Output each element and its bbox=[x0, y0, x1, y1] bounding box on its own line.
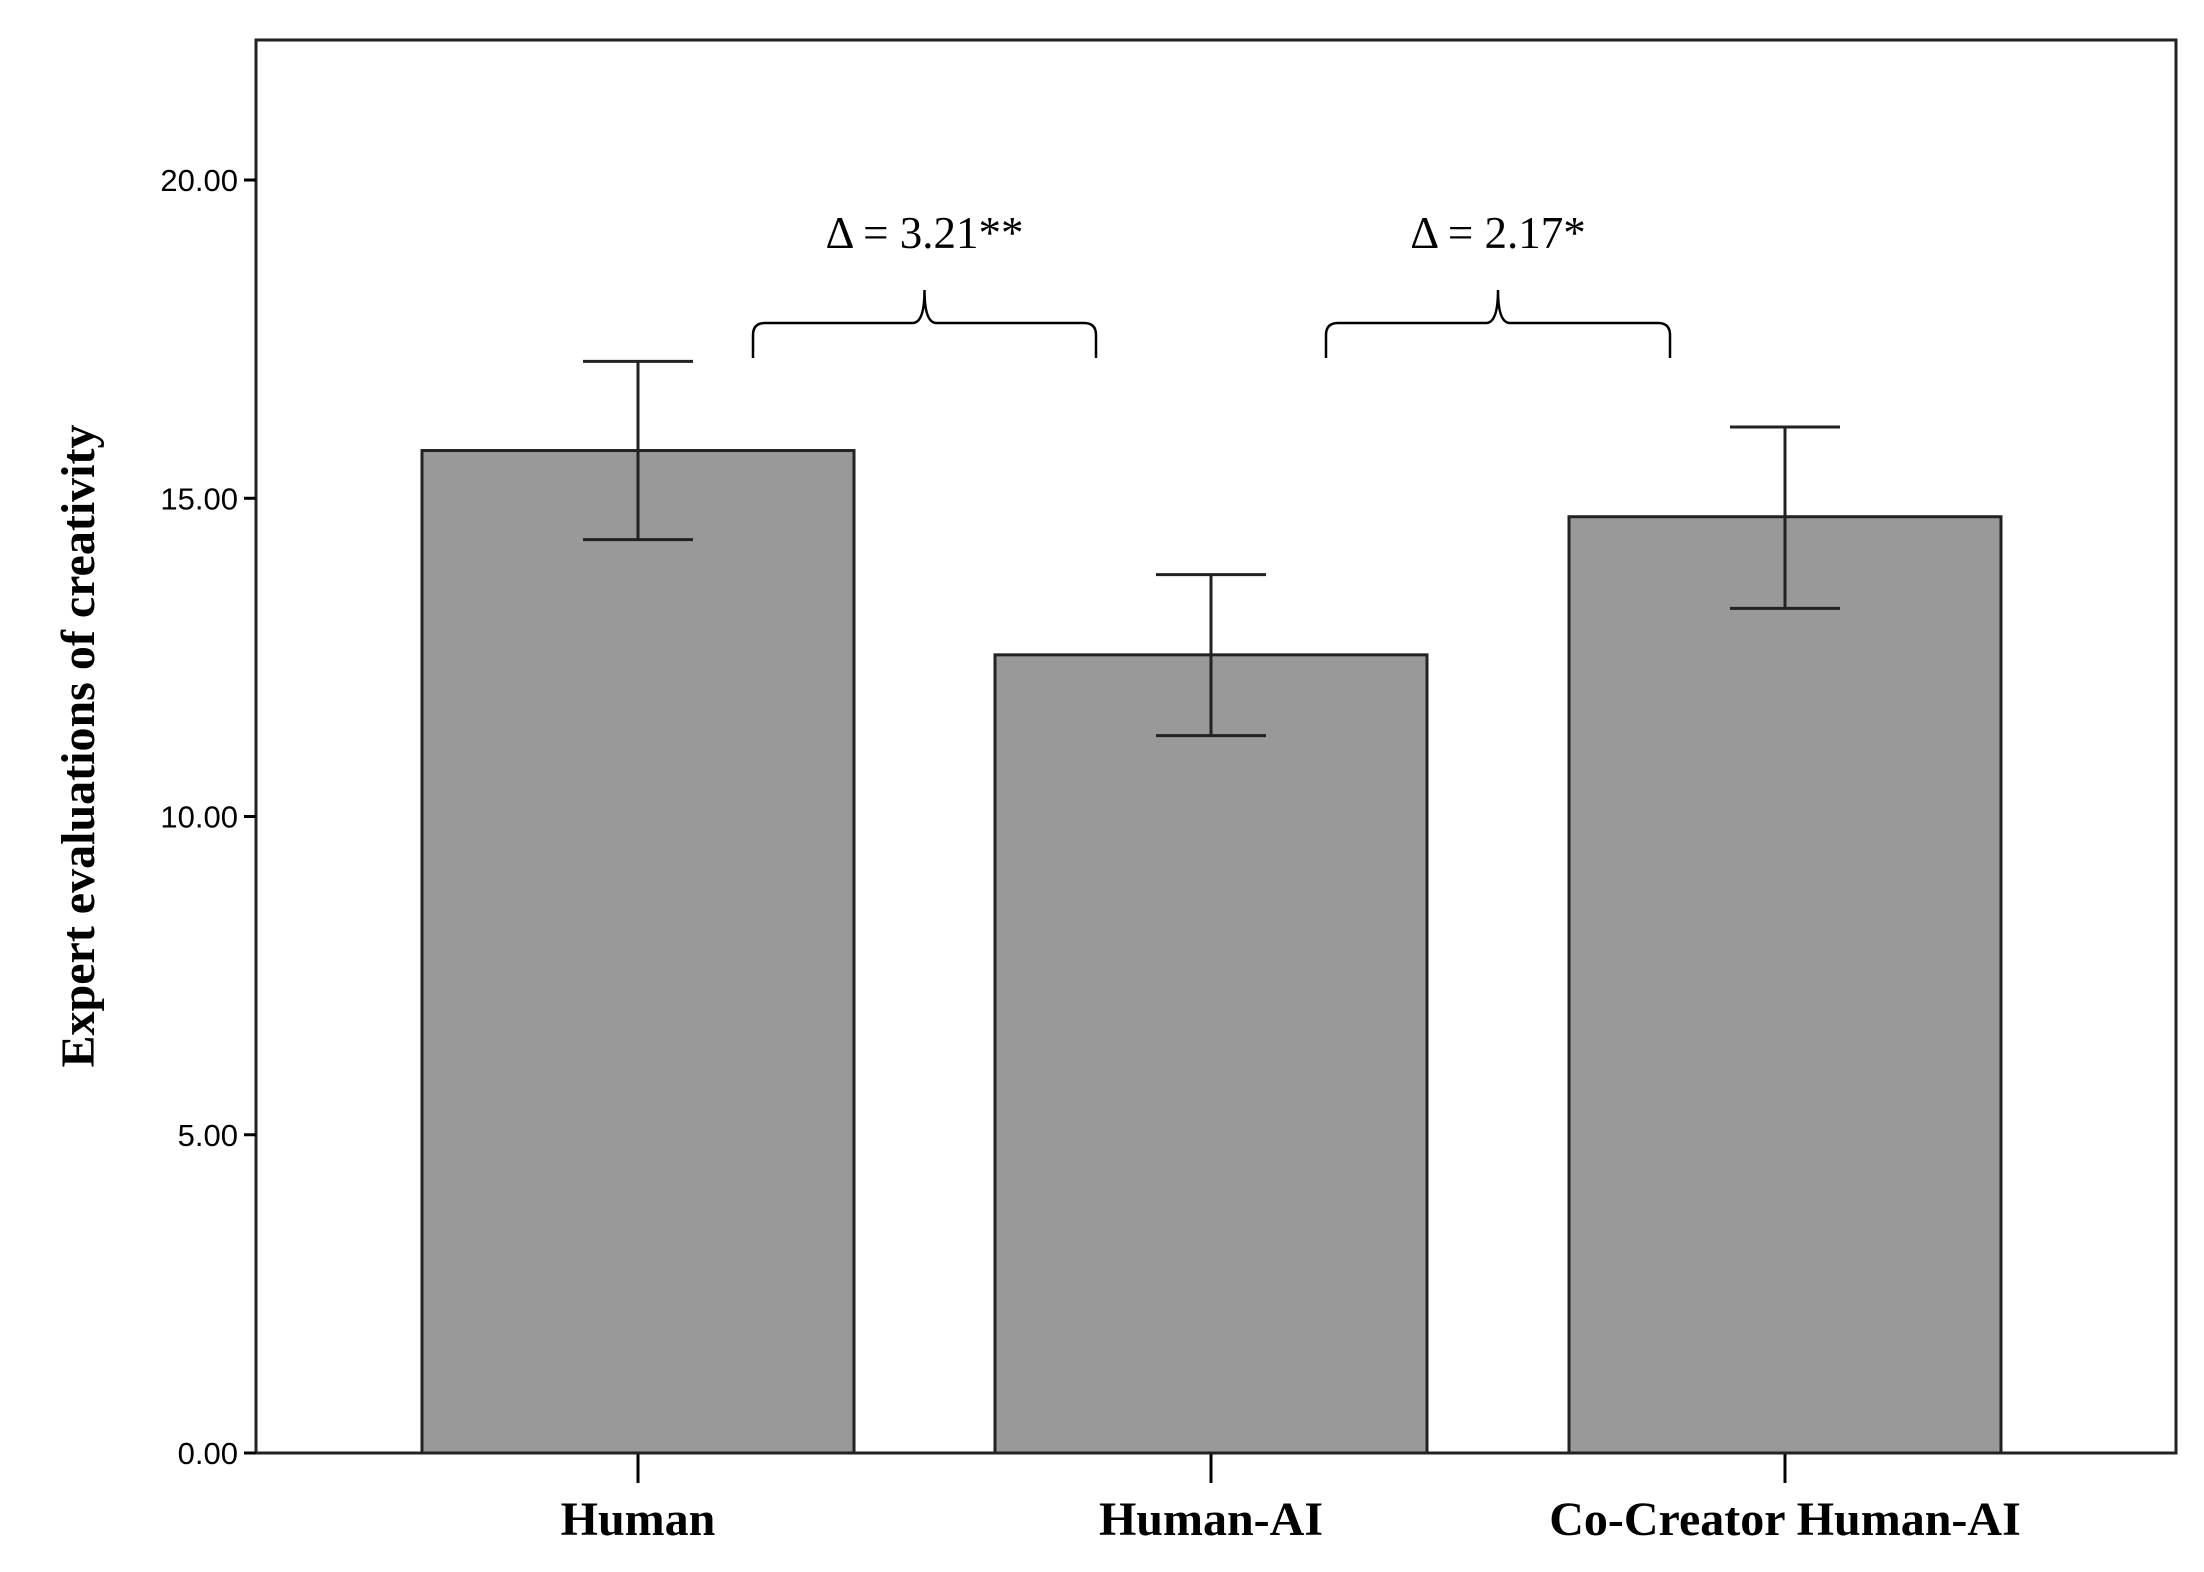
significance-annotations: Δ = 3.21** Δ = 2.17* bbox=[751, 208, 1672, 358]
y-tick-label: 15.00 bbox=[160, 481, 238, 516]
bar bbox=[993, 653, 1429, 1455]
y-tick-label: 10.00 bbox=[160, 800, 238, 835]
y-tick-label: 5.00 bbox=[178, 1118, 238, 1153]
y-tick-label: 20.00 bbox=[160, 163, 238, 198]
x-axis: Human Human-AI Co-Creator Human-AI bbox=[561, 1453, 2021, 1546]
y-tick-label: 0.00 bbox=[178, 1436, 238, 1471]
significance-brace bbox=[751, 289, 1098, 358]
significance-label: Δ = 3.21** bbox=[825, 208, 1023, 258]
bar bbox=[1567, 515, 2003, 1455]
x-tick-label: Human bbox=[561, 1493, 716, 1546]
significance-label: Δ = 2.17* bbox=[1410, 208, 1586, 258]
y-axis: 0.00 5.00 10.00 15.00 20.00 bbox=[160, 163, 256, 1471]
x-tick-label: Co-Creator Human-AI bbox=[1549, 1493, 2021, 1546]
x-tick-label: Human-AI bbox=[1099, 1493, 1323, 1546]
significance-brace bbox=[1324, 289, 1672, 358]
bars bbox=[256, 449, 2176, 1455]
bar bbox=[420, 449, 856, 1455]
y-axis-title: Expert evaluations of creativity bbox=[52, 424, 105, 1067]
error-bars bbox=[583, 359, 1840, 738]
